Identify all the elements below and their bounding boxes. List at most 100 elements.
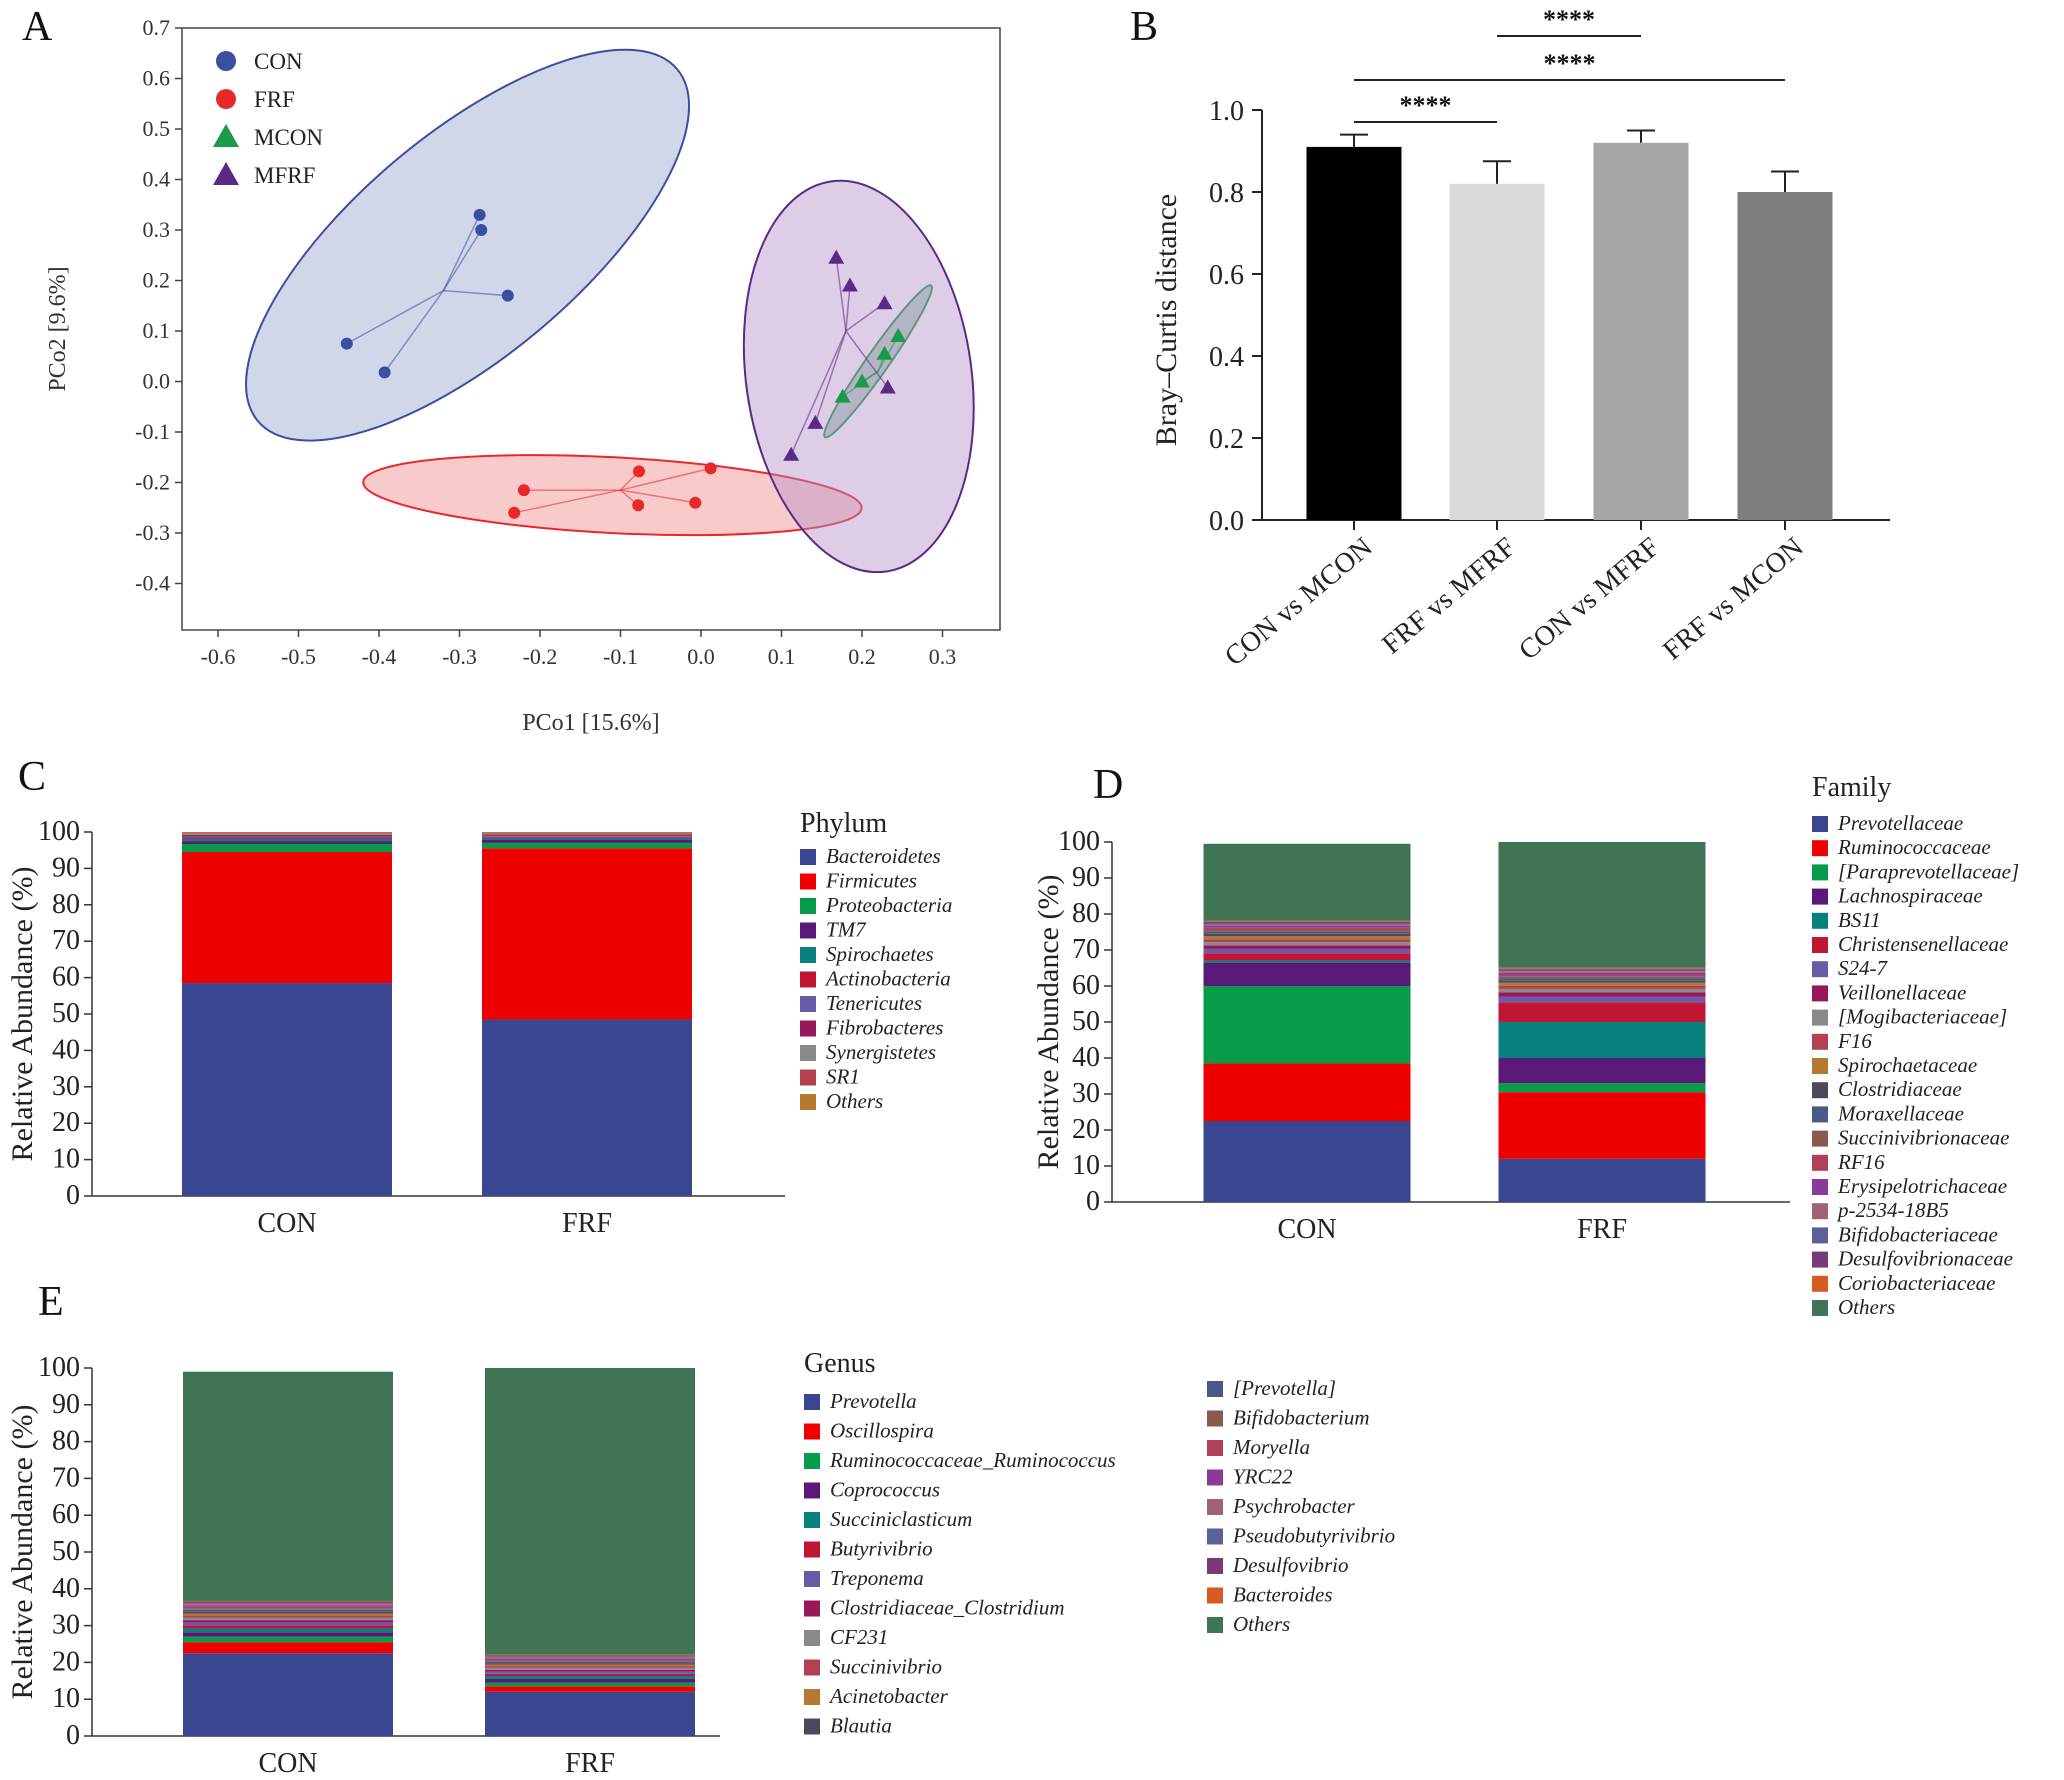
legend-label-others: Others	[1233, 1612, 1290, 1636]
y-tick-label: 60	[1072, 970, 1100, 1001]
panel-label-e: E	[38, 1279, 64, 1325]
y-tick-label: 0.3	[143, 217, 171, 242]
segment-con-proteobacteria	[182, 844, 392, 853]
frf-ellipse	[362, 454, 863, 537]
y-tick-label: 100	[1058, 826, 1100, 857]
y-tick-label: 50	[52, 998, 80, 1029]
legend-label-cf231: CF231	[830, 1625, 888, 1649]
segment-frf-butyrivibrio	[485, 1673, 695, 1677]
x-tick-label-frf: FRF	[1577, 1214, 1627, 1245]
y-tick-label: 30	[1072, 1078, 1100, 1109]
legend-swatch-rf16	[1812, 1154, 1828, 1171]
con-spider-line	[442, 229, 482, 291]
segment-frf-spirochaetaceae	[1498, 982, 1706, 986]
legend-swatch-p-2534-18b5	[1812, 1203, 1828, 1220]
legend-swatch-yrc22	[1207, 1469, 1223, 1486]
segment-frf-bifidobacterium	[485, 1660, 695, 1662]
segment-con-bifidobacterium	[183, 1608, 393, 1610]
segment-con-succiniclasticum	[183, 1628, 393, 1633]
y-tick-label: -0.4	[135, 571, 170, 596]
frf-point	[632, 499, 645, 512]
segment-frf-f16	[1498, 985, 1706, 989]
legend-swatch-psychrobacter	[1207, 1499, 1223, 1515]
y-tick-label: 40	[52, 1034, 80, 1065]
segment-frf-prevotella	[485, 1661, 695, 1664]
con-spider-line	[443, 289, 508, 297]
segment-con-prevotella	[183, 1609, 393, 1612]
segment-con-bacteroidetes	[182, 983, 392, 1196]
panel-label-a: A	[22, 4, 53, 50]
legend-swatch-prevotella	[1207, 1381, 1223, 1397]
segment-con-p-2534-18b5	[1203, 924, 1411, 926]
x-axis-label: PCo1 [15.6%]	[522, 710, 659, 736]
segment-con-others	[182, 832, 392, 834]
segment-con-christensenellaceae	[1203, 953, 1411, 961]
segment-frf-fibrobacteres	[482, 834, 692, 836]
legend-label-psychrobacter: Psychrobacter	[1232, 1494, 1356, 1518]
mfrf-point	[807, 414, 824, 429]
x-tick-label: 0.2	[848, 644, 876, 669]
segment-frf-tm7	[482, 839, 692, 843]
legend-label-fibrobacteres: Fibrobacteres	[825, 1016, 943, 1040]
frf-point	[517, 484, 530, 497]
segment-frf-yrc22	[485, 1658, 695, 1660]
mfrf-point	[879, 379, 896, 394]
x-tick-label-con: CON	[257, 1208, 316, 1239]
segment-con-succinivibrio	[183, 1615, 393, 1618]
y-tick-label: 20	[1072, 1114, 1100, 1145]
x-tick-label: -0.5	[281, 644, 316, 669]
pcoa-chart: 0.7 0.6 0.5 0.4 0.3 0.2 0.1 0.0 -0.1 -0.2 -0.3 -0.4…	[45, 15, 1001, 736]
x-tick-label: 0.3	[929, 644, 957, 669]
segment-con-psychrobacter	[183, 1604, 393, 1606]
mcon-point	[854, 373, 870, 388]
y-tick-label: 70	[1072, 934, 1100, 965]
segment-frf-clostridiaceae-clostridium	[485, 1669, 695, 1672]
segment-con-bifidobacteriaceae	[1203, 923, 1411, 925]
segment-frf-bacteroidetes	[482, 1019, 692, 1196]
legend-label-tenericutes: Tenericutes	[826, 991, 922, 1015]
y-tick-label: 100	[38, 816, 80, 847]
x-tick-label-con: CON	[258, 1748, 317, 1779]
segment-frf-tenericutes	[482, 835, 692, 837]
segment-con-prevotella	[183, 1653, 393, 1736]
significance-label: ****	[1543, 5, 1595, 34]
con-point	[501, 289, 514, 302]
legend-swatch-moryella	[1207, 1440, 1223, 1456]
segment-con-ruminococcaceae	[1203, 1063, 1411, 1121]
legend-swatch-bifidobacterium	[1207, 1410, 1223, 1427]
legend-title: Genus	[804, 1348, 876, 1379]
mfrf-legend-marker	[213, 162, 239, 185]
segment-con-spirochaetaceae	[1203, 936, 1411, 940]
legend-label-succinivibrio: Succinivibrio	[830, 1655, 942, 1679]
legend-swatch-others	[800, 1094, 816, 1110]
segment-con-synergistetes	[182, 833, 392, 835]
phylum-stacked-bar-chart: 0 10 20 30 40 50 60 70 80 90 100 Relative Abundance…	[6, 808, 952, 1239]
legend-label-coriobacteriaceae: Coriobacteriaceae	[1838, 1271, 1995, 1295]
y-tick-label: 0.4	[1209, 342, 1244, 373]
y-axis-label: Bray–Curtis distance	[1150, 194, 1183, 446]
y-tick-label: -0.2	[135, 470, 170, 495]
family-stacked-bar-chart: 0 10 20 30 40 50 60 70 80 90 100 Relative Abundance…	[1032, 772, 2019, 1319]
legend-label-desulfovibrio: Desulfovibrio	[1232, 1553, 1349, 1577]
con-point	[475, 224, 488, 236]
y-tick-label: 0.2	[143, 268, 171, 293]
mfrf-point	[876, 295, 893, 310]
legend-label-treponema: Treponema	[830, 1566, 924, 1590]
con-point	[340, 337, 353, 350]
mfrf-legend-label: MFRF	[254, 163, 315, 188]
segment-con-erysipelotrichaceae	[1203, 925, 1411, 928]
legend-label-others: Others	[1838, 1295, 1895, 1319]
y-tick-label: 0.0	[143, 369, 171, 394]
y-tick-label: 70	[52, 1462, 80, 1493]
legend-label-prevotella: Prevotella	[829, 1389, 917, 1413]
legend-label-mogibacteriaceae: [Mogibacteriaceae]	[1838, 1005, 2007, 1029]
con-point	[473, 208, 486, 221]
segment-frf-sr1	[482, 833, 692, 834]
segment-con-actinobacteria	[182, 837, 392, 839]
legend-label-tm7: TM7	[826, 918, 867, 942]
con-ellipse	[245, 48, 691, 442]
con-legend-marker	[216, 51, 236, 71]
segment-con-f16	[1203, 939, 1411, 943]
x-tick-label: CON vs MCON	[1219, 532, 1378, 673]
legend-swatch-ruminococcaceae	[1812, 840, 1828, 857]
